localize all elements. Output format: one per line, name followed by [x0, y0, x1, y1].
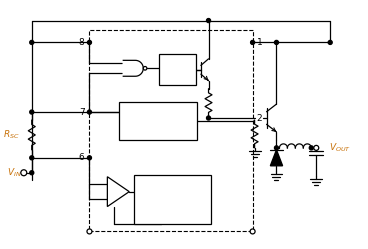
Text: $V_{OUT}$: $V_{OUT}$ [329, 142, 351, 154]
Circle shape [88, 110, 91, 114]
Circle shape [21, 170, 27, 176]
Circle shape [251, 40, 255, 44]
Text: 6: 6 [79, 153, 85, 162]
Polygon shape [123, 60, 143, 76]
Circle shape [206, 19, 210, 22]
Circle shape [87, 229, 92, 234]
Circle shape [30, 110, 34, 114]
Bar [159, 54, 196, 85]
Circle shape [30, 156, 34, 160]
Text: 8: 8 [79, 38, 85, 47]
Circle shape [30, 171, 34, 175]
Circle shape [309, 146, 313, 150]
Text: 2: 2 [256, 114, 262, 123]
Circle shape [275, 146, 279, 150]
Text: $R_{SC}$: $R_{SC}$ [3, 129, 20, 141]
Text: 7: 7 [79, 108, 85, 117]
Circle shape [328, 40, 332, 44]
Bar [134, 175, 211, 225]
Circle shape [88, 156, 91, 160]
Circle shape [250, 229, 255, 234]
Circle shape [206, 116, 210, 120]
Text: 1: 1 [256, 38, 262, 47]
Circle shape [30, 40, 34, 44]
Polygon shape [107, 177, 129, 207]
Circle shape [143, 66, 147, 70]
Circle shape [275, 40, 279, 44]
Bar [89, 30, 252, 231]
Text: $V_{IN}$: $V_{IN}$ [7, 167, 21, 179]
Bar [119, 102, 197, 140]
Circle shape [88, 40, 91, 44]
Circle shape [314, 145, 319, 150]
Polygon shape [270, 150, 283, 166]
